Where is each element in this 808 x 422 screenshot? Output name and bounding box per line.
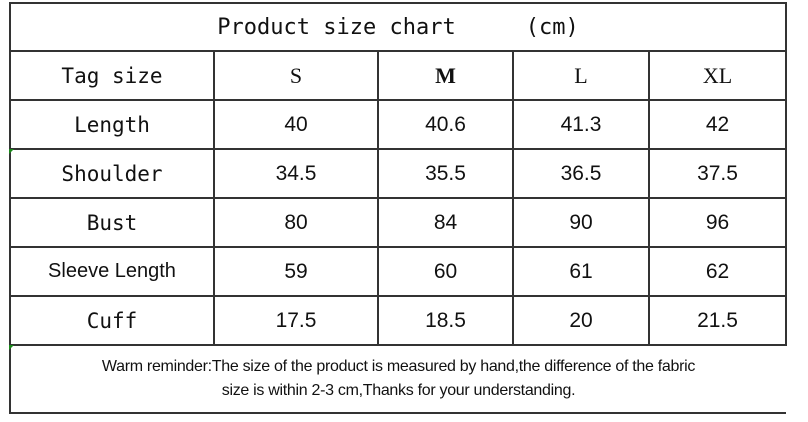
size-xl: XL: [648, 50, 787, 101]
cell-value: 90: [512, 197, 650, 248]
row-label: Length: [9, 99, 215, 150]
row-label: Cuff: [9, 295, 215, 346]
cell-value: 36.5: [512, 148, 650, 199]
tag-size-label: Tag size: [9, 50, 215, 101]
cell-value: 80: [213, 197, 379, 248]
chart-title: Product size chart: [217, 14, 456, 40]
chart-title-cell: Product size chart (cm): [9, 2, 787, 52]
table-row: Bust 80 84 90 96: [9, 197, 787, 248]
cell-marker-icon: [9, 149, 14, 154]
cell-value: 61: [512, 246, 650, 297]
row-label: Shoulder: [9, 148, 215, 199]
cell-value: 42: [648, 99, 787, 150]
row-label: Bust: [9, 197, 215, 248]
size-chart-table: Product size chart (cm) Tag size S M L XL…: [9, 2, 787, 414]
cell-value: 34.5: [213, 148, 379, 199]
cell-value: 84: [377, 197, 514, 248]
cell-value: 62: [648, 246, 787, 297]
table-row: Shoulder 34.5 35.5 36.5 37.5: [9, 148, 787, 199]
cell-value: 18.5: [377, 295, 514, 346]
cell-value: 37.5: [648, 148, 787, 199]
unit-label: (cm): [525, 14, 579, 40]
header-row: Tag size S M L XL: [9, 50, 787, 101]
size-m: M: [377, 50, 514, 101]
cell-value: 41.3: [512, 99, 650, 150]
cell-value: 21.5: [648, 295, 787, 346]
table-row: Cuff 17.5 18.5 20 21.5: [9, 295, 787, 346]
cell-value: 20: [512, 295, 650, 346]
note-line-2: size is within 2-3 cm,Thanks for your un…: [221, 382, 576, 399]
table-row: Length 40 40.6 41.3 42: [9, 99, 787, 150]
cell-marker-icon: [9, 345, 14, 350]
cell-value: 35.5: [377, 148, 514, 199]
cell-value: 60: [377, 246, 514, 297]
size-s: S: [213, 50, 379, 101]
cell-value: 17.5: [213, 295, 379, 346]
cell-value: 96: [648, 197, 787, 248]
note-line-1: Warm reminder:The size of the product is…: [101, 358, 696, 375]
cell-value: 59: [213, 246, 379, 297]
size-l: L: [512, 50, 650, 101]
cell-value: 40: [213, 99, 379, 150]
note-row: Warm reminder:The size of the product is…: [9, 344, 786, 414]
cell-value: 40.6: [377, 99, 514, 150]
title-row: Product size chart (cm): [9, 2, 787, 52]
warm-reminder: Warm reminder:The size of the product is…: [9, 344, 786, 414]
row-label: Sleeve Length: [9, 246, 215, 297]
table-row: Sleeve Length 59 60 61 62: [9, 246, 787, 297]
